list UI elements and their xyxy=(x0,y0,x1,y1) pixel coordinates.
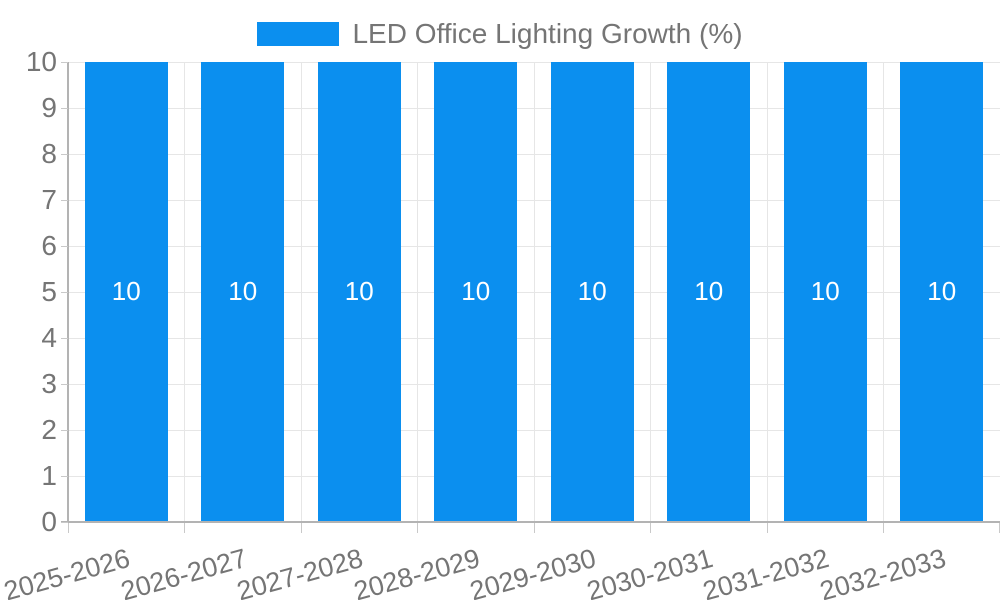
x-gridline xyxy=(184,62,185,522)
y-axis-tick-label: 1 xyxy=(41,460,57,491)
y-axis-tick xyxy=(61,291,68,293)
legend-swatch-icon xyxy=(257,22,340,46)
bar[interactable]: 10 xyxy=(201,62,285,522)
bar-value-label: 10 xyxy=(694,276,724,306)
bar[interactable]: 10 xyxy=(783,62,867,522)
x-axis-ticks xyxy=(67,523,1000,534)
y-axis-tick xyxy=(61,61,68,63)
y-axis-tick xyxy=(61,521,68,523)
x-axis-tick xyxy=(650,523,651,533)
y-axis-tick-label: 0 xyxy=(41,506,57,537)
y-axis: 0 1 2 3 4 5 6 7 8 9 10 xyxy=(0,47,68,537)
bar[interactable]: 10 xyxy=(434,62,518,522)
y-axis-tick xyxy=(61,107,68,109)
y-axis-tick-label: 9 xyxy=(41,92,57,123)
bar-value-label: 10 xyxy=(344,276,374,306)
bar[interactable]: 10 xyxy=(550,62,634,522)
plot-area: 10 10 10 10 10 10 10 10 xyxy=(68,61,1000,523)
y-axis-line xyxy=(67,62,69,522)
y-axis-tick-label: 3 xyxy=(41,368,57,399)
x-gridline xyxy=(766,62,768,522)
y-axis-tick-label: 2 xyxy=(41,414,57,445)
y-axis-tick xyxy=(61,337,68,339)
y-axis-tick xyxy=(61,383,68,385)
y-axis-tick xyxy=(61,429,68,431)
x-axis-tick xyxy=(184,523,185,533)
y-axis-tick-label: 8 xyxy=(41,138,57,169)
x-axis-tick xyxy=(533,523,535,533)
x-gridline xyxy=(300,62,302,522)
bar[interactable]: 10 xyxy=(667,62,751,522)
bar-value-label: 10 xyxy=(461,276,491,306)
legend-label: LED Office Lighting Growth (%) xyxy=(352,18,743,49)
y-axis-tick xyxy=(61,199,68,201)
x-gridline xyxy=(650,62,651,522)
x-axis-tick xyxy=(998,523,1000,533)
bar-value-label: 10 xyxy=(810,276,840,306)
bar-value-label: 10 xyxy=(111,276,141,306)
y-axis-tick-label: 5 xyxy=(41,276,57,307)
bar-value-label: 10 xyxy=(927,276,957,306)
y-axis-tick-label: 6 xyxy=(41,230,57,261)
x-axis-line xyxy=(61,521,1000,523)
x-axis-tick xyxy=(883,523,884,533)
y-axis-tick-label: 7 xyxy=(41,184,57,215)
bar[interactable]: 10 xyxy=(900,62,984,522)
y-axis-tick xyxy=(61,475,68,477)
bar[interactable]: 10 xyxy=(317,62,401,522)
legend[interactable]: LED Office Lighting Growth (%) xyxy=(0,18,1000,50)
bar-value-label: 10 xyxy=(577,276,607,306)
bar-value-label: 10 xyxy=(228,276,258,306)
x-axis-tick xyxy=(300,523,302,533)
bar[interactable]: 10 xyxy=(84,62,168,522)
y-axis-tick-label: 10 xyxy=(25,46,57,77)
x-axis-tick xyxy=(417,523,418,533)
y-axis-tick-label: 4 xyxy=(41,322,57,353)
x-axis-labels: 2025-2026 2026-2027 2027-2028 2028-2029 2029… xyxy=(1,522,1000,600)
y-axis-tick xyxy=(61,245,68,247)
x-axis-tick xyxy=(67,523,69,533)
x-gridline xyxy=(417,62,418,522)
x-gridline xyxy=(533,62,535,522)
x-axis-tick xyxy=(766,523,768,533)
y-axis-tick xyxy=(61,153,68,155)
x-gridline xyxy=(883,62,884,522)
